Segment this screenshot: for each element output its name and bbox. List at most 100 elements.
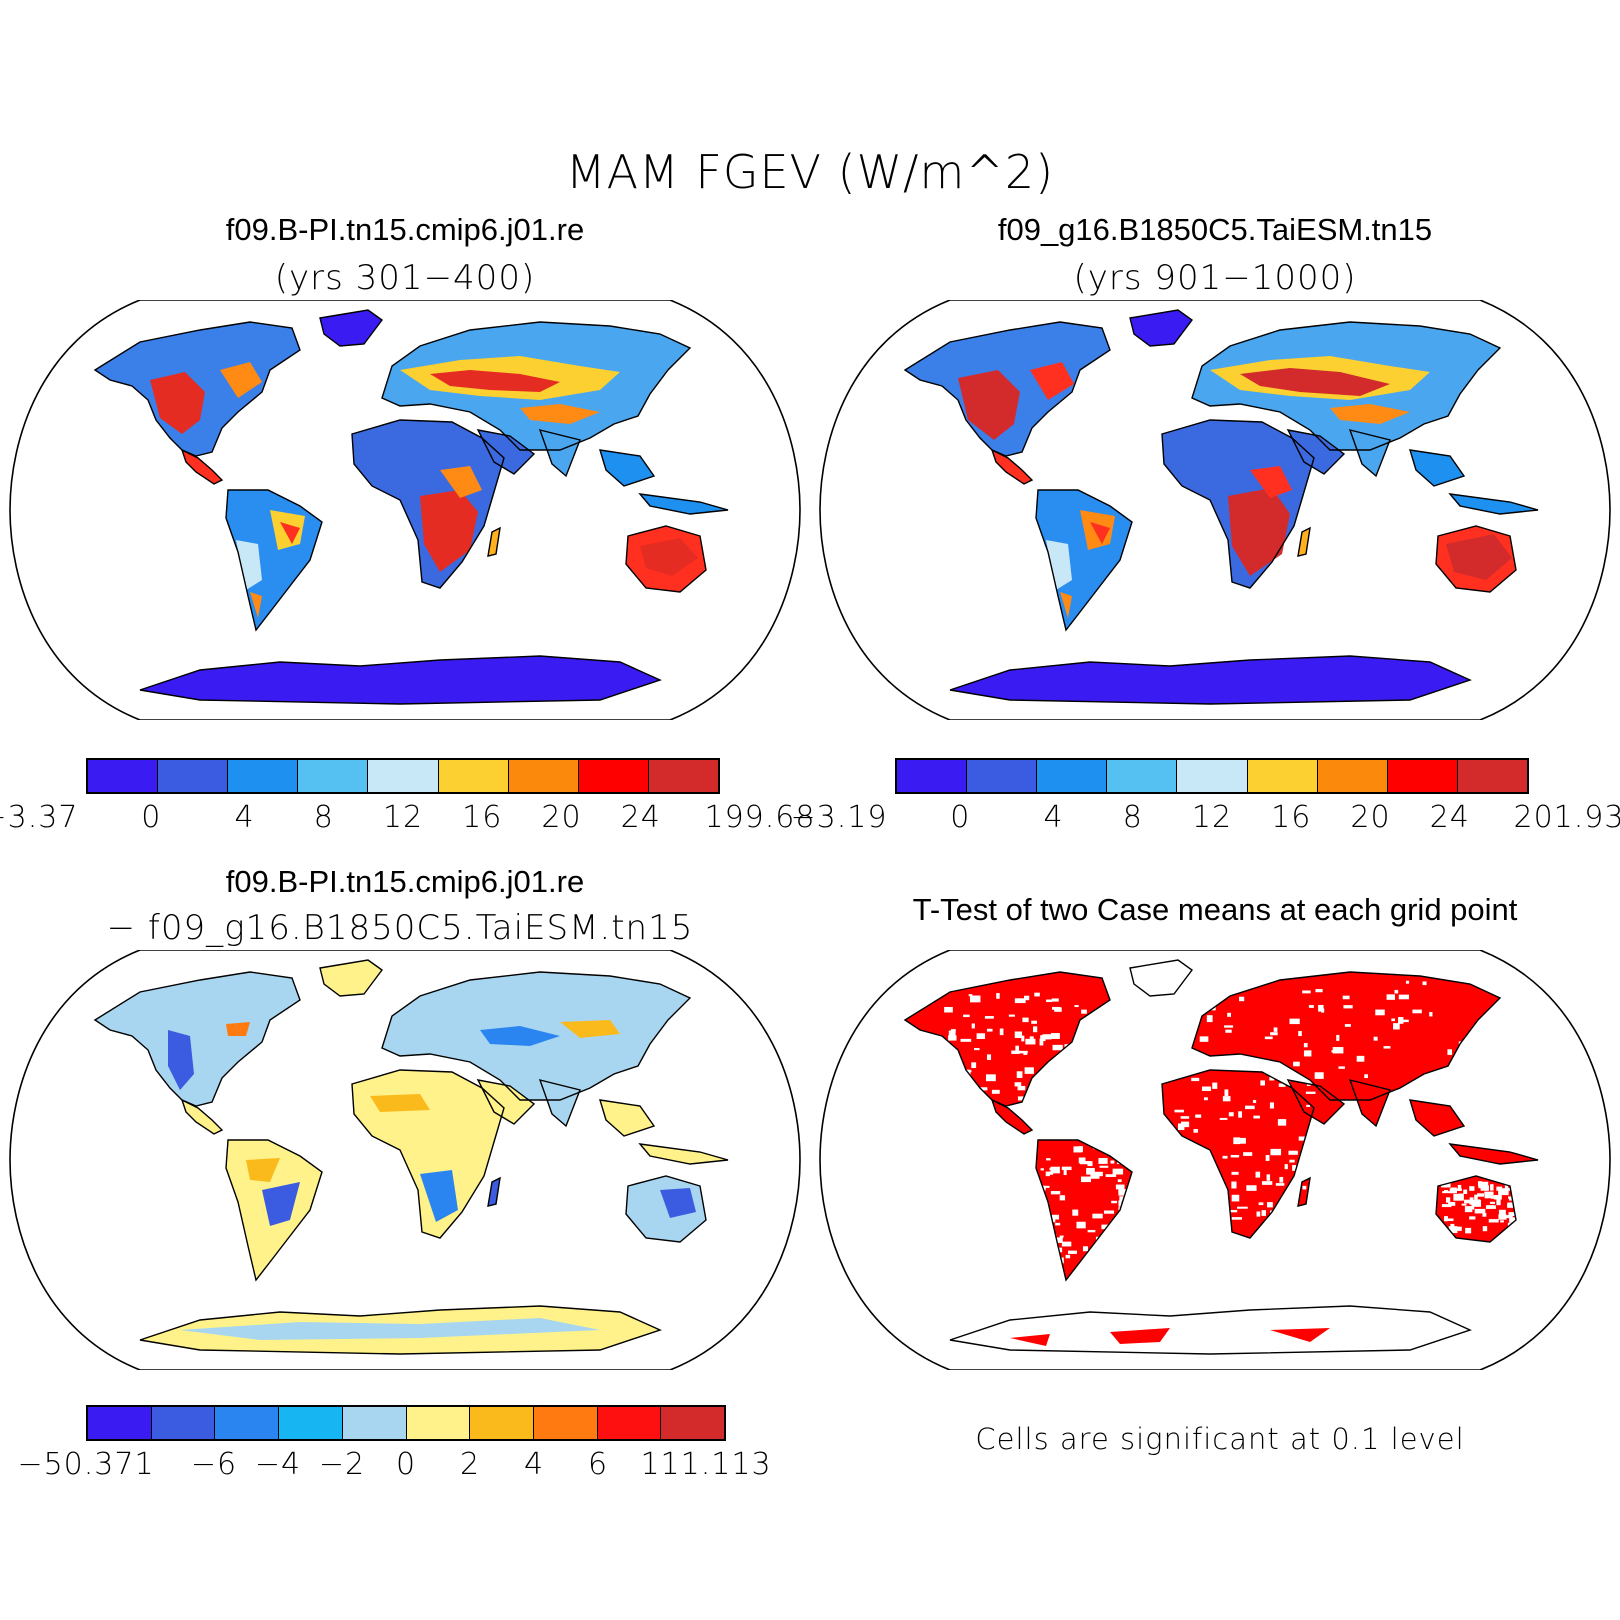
panel-2-subtitle: (yrs 901−1000): [1073, 258, 1357, 298]
non-significant-cell: [1068, 1250, 1077, 1254]
non-significant-cell: [1476, 1021, 1483, 1028]
non-significant-cell: [1224, 1208, 1229, 1212]
non-significant-cell: [1196, 1156, 1205, 1161]
non-significant-cell: [1255, 1171, 1261, 1178]
coastline: [1129, 309, 1193, 347]
land-arabia: [478, 430, 534, 474]
panel-3-subtitle: − f09_g16.B1850C5.TaiESM.tn15: [106, 908, 694, 948]
colorbar-tick-label: 24: [620, 800, 661, 835]
non-significant-cell: [1452, 1188, 1462, 1191]
non-significant-cell: [1052, 1006, 1061, 1010]
non-significant-cell: [1016, 1071, 1023, 1078]
non-significant-cell: [1279, 1176, 1284, 1183]
non-significant-cell: [1444, 1182, 1451, 1188]
non-significant-cell: [1463, 1078, 1473, 1082]
non-significant-cell: [1444, 1216, 1448, 1222]
non-significant-cell: [1023, 995, 1030, 1001]
non-significant-cell: [1204, 1058, 1216, 1062]
colorbar-cell: [1387, 760, 1458, 792]
coastline: [990, 1098, 1034, 1135]
coastline: [487, 1176, 501, 1207]
panel-4-title: T-Test of two Case means at each grid po…: [912, 892, 1518, 927]
panel-3-title: f09.B-PI.tn15.cmip6.j01.re: [225, 864, 585, 899]
non-significant-cell: [1298, 1136, 1309, 1141]
colorbar-tick-label: 16: [462, 800, 503, 835]
field-contour: [1030, 362, 1074, 400]
colorbar-tick-label: −6: [190, 1447, 238, 1482]
non-significant-cell: [1065, 1254, 1071, 1259]
colorbar-tick-label: 2: [459, 1447, 481, 1482]
coastline: [538, 1079, 581, 1128]
coastline: [93, 321, 301, 457]
non-significant-cell: [1102, 1025, 1109, 1031]
non-significant-cell: [1228, 1112, 1234, 1117]
non-significant-cell: [1477, 1181, 1483, 1187]
non-significant-cell: [986, 1054, 992, 1060]
non-significant-cell: [1014, 998, 1026, 1004]
map-land-layer: [903, 309, 1539, 705]
coastline: [1348, 1079, 1391, 1128]
non-significant-cell: [1509, 1217, 1520, 1223]
field-contour: [246, 1158, 280, 1182]
non-significant-cell: [1315, 989, 1323, 993]
non-significant-cell: [960, 1038, 972, 1042]
land-centralAmerica: [182, 1100, 222, 1134]
colorbar-cell: [897, 760, 968, 792]
coastline: [139, 1305, 662, 1355]
non-significant-cell: [1484, 1191, 1494, 1196]
colorbar-cell: [438, 760, 509, 792]
non-significant-cell: [1405, 980, 1410, 984]
land-madagascar: [1298, 1178, 1310, 1206]
non-significant-cell: [1046, 1241, 1053, 1247]
non-significant-cell: [1188, 1214, 1194, 1222]
non-significant-cell: [1063, 1169, 1067, 1176]
non-significant-cell: [1112, 1241, 1117, 1246]
colorbar-tick-label: −3.19: [790, 800, 888, 835]
non-significant-cell: [1046, 1158, 1051, 1161]
non-significant-cell: [1483, 1047, 1490, 1053]
panel-3-colorbar-labels: −50.371 −6 −4 −2 0 2 4 6 111.113: [17, 1447, 770, 1487]
non-significant-cell: [1231, 1181, 1237, 1189]
colorbar-tick-label: 4: [1043, 800, 1064, 835]
non-significant-cell: [1342, 995, 1350, 1000]
non-significant-cell: [991, 1089, 1000, 1094]
map-border: [819, 300, 1611, 720]
non-significant-cell: [1092, 1213, 1103, 1219]
non-significant-cell: [1045, 1218, 1056, 1223]
non-significant-cell: [1086, 1167, 1095, 1175]
non-significant-cell: [1447, 1049, 1453, 1055]
colorbar-cell: [1457, 760, 1527, 792]
non-significant-cell: [1052, 1248, 1059, 1253]
non-significant-cell: [1469, 1186, 1475, 1191]
non-significant-cell: [1061, 1060, 1068, 1065]
coastline: [351, 1069, 505, 1239]
map-land-layer: [93, 959, 729, 1355]
non-significant-cell: [1469, 1216, 1476, 1220]
non-significant-cell: [1103, 1210, 1115, 1214]
non-significant-cell: [1261, 1181, 1273, 1185]
non-significant-cell: [1219, 1117, 1228, 1120]
map-border: [819, 950, 1611, 1370]
field-contour: [226, 1022, 250, 1036]
colorbar-cell: [578, 760, 649, 792]
non-significant-cell: [1336, 1034, 1340, 1041]
non-significant-cell: [1076, 1035, 1081, 1039]
non-significant-cell: [1236, 1137, 1246, 1144]
colorbar-cell: [1107, 760, 1178, 792]
colorbar-cell: [342, 1407, 407, 1439]
non-significant-cell: [999, 1028, 1004, 1036]
non-significant-cell: [948, 1035, 957, 1041]
non-significant-cell: [1231, 1171, 1239, 1175]
non-significant-cell: [1199, 1036, 1209, 1042]
non-significant-cell: [1055, 1222, 1061, 1226]
non-significant-cell: [1225, 1029, 1232, 1033]
land-greenland: [320, 960, 382, 996]
non-significant-cell: [1096, 1244, 1108, 1248]
coastline: [990, 448, 1034, 485]
colorbar-tick-label: 0: [141, 800, 162, 835]
non-significant-cell: [1163, 1128, 1172, 1132]
colorbar-tick-label: 12: [382, 800, 424, 835]
non-significant-cell: [1445, 1218, 1454, 1221]
non-significant-cell: [1451, 1187, 1457, 1191]
non-significant-cell: [1116, 1157, 1124, 1165]
